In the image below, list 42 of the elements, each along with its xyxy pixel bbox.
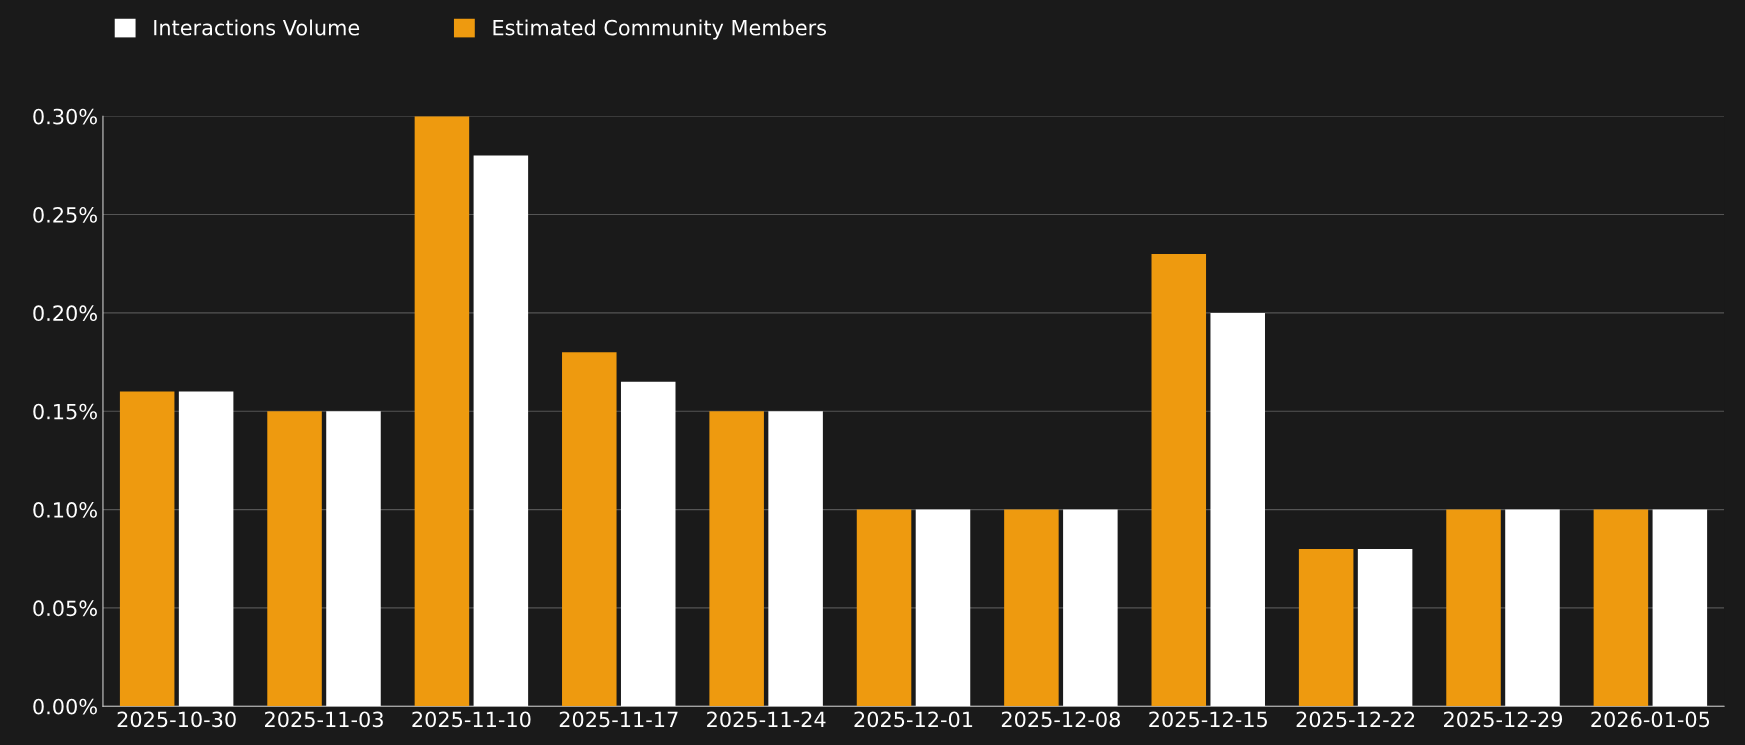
bar — [326, 411, 381, 707]
bar — [1505, 509, 1560, 707]
bar — [562, 352, 617, 707]
y-tick-label: 0.10% — [33, 502, 97, 518]
bar — [267, 411, 322, 707]
bar — [915, 509, 971, 707]
x-tick-label: 2025-11-10 — [412, 711, 531, 728]
y-tick-label: 0.25% — [33, 207, 97, 223]
bar — [1151, 253, 1207, 707]
bar — [768, 411, 823, 707]
bar — [1004, 509, 1059, 707]
y-tick-label: 0.00% — [33, 698, 97, 715]
bar — [1298, 548, 1354, 707]
bar — [178, 391, 234, 707]
x-tick-label: 2025-11-24 — [707, 711, 826, 728]
bar — [1063, 509, 1118, 707]
bar — [119, 391, 175, 707]
x-tick-label: 2025-12-01 — [854, 711, 973, 728]
y-tick-label: 0.20% — [33, 305, 97, 322]
x-tick-label: 2025-12-15 — [1149, 711, 1267, 728]
x-tick-label: 2025-11-17 — [559, 711, 678, 728]
bar — [1652, 509, 1708, 707]
y-tick-label: 0.30% — [33, 108, 97, 125]
x-tick-label: 2026-01-05 — [1591, 711, 1710, 728]
bar — [1446, 509, 1501, 707]
bar — [856, 509, 912, 707]
bar — [709, 411, 764, 707]
y-tick-label: 0.15% — [33, 403, 97, 420]
bar — [473, 155, 529, 707]
x-tick-label: 2025-12-08 — [1001, 711, 1120, 728]
bar — [620, 381, 676, 707]
legend-label: Estimated Community Members — [493, 19, 827, 40]
x-tick-label: 2025-10-30 — [117, 711, 236, 728]
bar — [1593, 509, 1649, 707]
x-tick-label: 2025-12-22 — [1296, 711, 1415, 728]
x-tick-label: 2025-11-03 — [265, 711, 383, 728]
bar — [1357, 548, 1413, 707]
y-tick-label: 0.05% — [33, 600, 97, 617]
legend-label: Interactions Volume — [154, 19, 360, 36]
bar — [1210, 312, 1265, 707]
bar — [414, 116, 470, 707]
x-tick-label: 2025-12-29 — [1443, 711, 1563, 728]
